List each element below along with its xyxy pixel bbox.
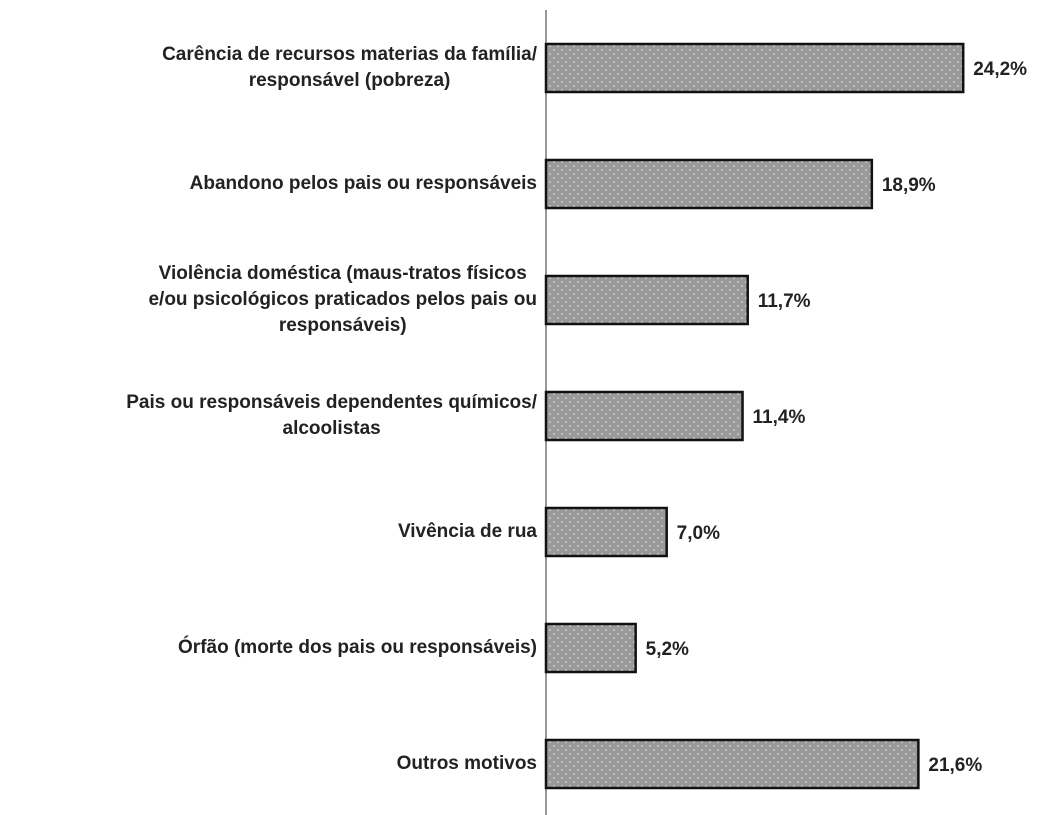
value-label: 5,2% — [646, 639, 689, 660]
bar — [544, 622, 637, 674]
value-label: 18,9% — [882, 175, 936, 196]
bar — [544, 506, 668, 558]
category-label: Outros motivos — [396, 753, 537, 774]
category-label: Abandono pelos pais ou responsáveis — [189, 173, 537, 194]
value-label: 21,6% — [928, 755, 982, 776]
value-label: 11,7% — [758, 291, 811, 312]
category-label: Órfão (morte dos pais ou responsáveis) — [178, 637, 537, 658]
value-label: 24,2% — [973, 59, 1027, 80]
value-label: 7,0% — [677, 523, 720, 544]
value-label: 11,4% — [753, 407, 806, 428]
category-label: Vivência de rua — [397, 521, 537, 542]
bar — [544, 42, 965, 94]
bar — [544, 738, 920, 790]
category-label: Carência de recursos materias da família… — [162, 44, 537, 91]
bar — [544, 390, 744, 442]
bar — [544, 274, 749, 326]
category-label: Violência doméstica (maus-tratos físicos… — [148, 263, 537, 336]
bar — [544, 158, 874, 210]
category-label: Pais ou responsáveis dependentes químico… — [126, 392, 537, 439]
